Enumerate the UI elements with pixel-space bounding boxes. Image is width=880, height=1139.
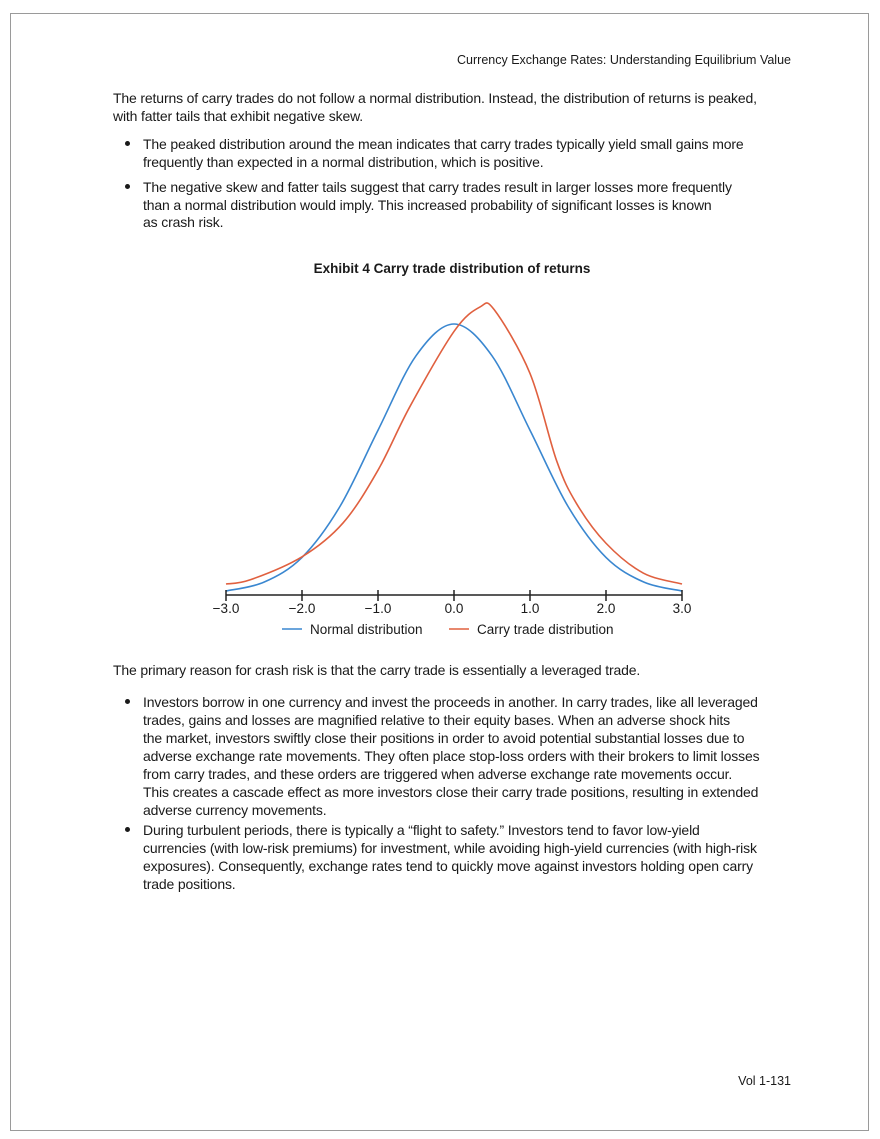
x-tick-label: 2.0 bbox=[597, 601, 616, 616]
bullet-line: The negative skew and fatter tails sugge… bbox=[143, 179, 732, 195]
bullet-line: frequently than expected in a normal dis… bbox=[143, 154, 544, 170]
bullet-line: currencies (with low-risk premiums) for … bbox=[143, 840, 757, 856]
bullet-line: Investors borrow in one currency and inv… bbox=[143, 694, 758, 710]
bullet-line: The peaked distribution around the mean … bbox=[143, 136, 744, 152]
bullet-line: adverse exchange rate movements. They of… bbox=[143, 748, 760, 764]
page-number: Vol 1-131 bbox=[738, 1074, 791, 1088]
x-tick-label: −2.0 bbox=[289, 601, 316, 616]
intro-line: with fatter tails that exhibit negative … bbox=[113, 108, 364, 124]
bullet-line: exposures). Consequently, exchange rates… bbox=[143, 858, 753, 874]
bullet-line: the market, investors swiftly close thei… bbox=[143, 730, 745, 746]
chart-title: Exhibit 4 Carry trade distribution of re… bbox=[313, 261, 591, 276]
bullet-line: adverse currency movements. bbox=[143, 802, 327, 818]
bullet-icon bbox=[125, 184, 130, 189]
bullet-line: from carry trades, and these orders are … bbox=[143, 766, 733, 782]
x-tick-label: −1.0 bbox=[365, 601, 392, 616]
bullet-line: During turbulent periods, there is typic… bbox=[143, 822, 700, 838]
bullet-line: than a normal distribution would imply. … bbox=[143, 197, 712, 213]
bullet-icon bbox=[125, 141, 130, 146]
body-lead: The primary reason for crash risk is tha… bbox=[113, 662, 641, 678]
bullet-icon bbox=[125, 827, 130, 832]
carry-trade-distribution-line bbox=[225, 302, 683, 585]
bullet-line: trades, gains and losses are magnified r… bbox=[143, 712, 730, 728]
running-header: Currency Exchange Rates: Understanding E… bbox=[457, 53, 791, 67]
bullet-line: This creates a cascade effect as more in… bbox=[143, 784, 759, 800]
legend-label-carry: Carry trade distribution bbox=[477, 622, 614, 637]
legend-label-normal: Normal distribution bbox=[310, 622, 423, 637]
page-frame bbox=[10, 13, 869, 1131]
x-tick-label: 1.0 bbox=[521, 601, 540, 616]
x-tick-label: 3.0 bbox=[673, 601, 692, 616]
bullet-icon bbox=[125, 699, 130, 704]
distribution-chart: −3.0 −2.0 −1.0 0.0 1.0 2.0 3.0 Normal distribu… bbox=[213, 302, 692, 637]
bullet-line: as crash risk. bbox=[143, 214, 224, 230]
x-tick-label: −3.0 bbox=[213, 601, 240, 616]
x-tick-label: 0.0 bbox=[445, 601, 464, 616]
intro-line: The returns of carry trades do not follo… bbox=[113, 90, 757, 106]
bullet-line: trade positions. bbox=[143, 876, 236, 892]
